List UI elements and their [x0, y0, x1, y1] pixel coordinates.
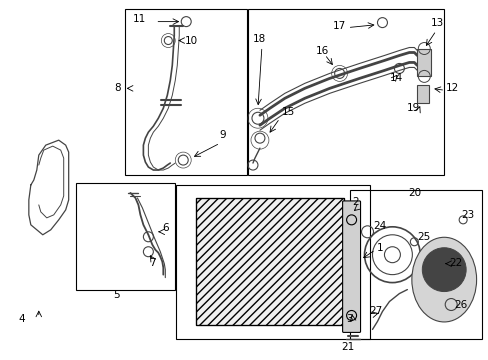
- Text: 9: 9: [219, 130, 225, 140]
- Text: 7: 7: [149, 258, 155, 268]
- Bar: [125, 9, 246, 175]
- Text: 10: 10: [185, 36, 198, 46]
- Text: 3: 3: [346, 314, 352, 324]
- Text: 24: 24: [373, 221, 386, 231]
- Bar: [176, 185, 369, 339]
- Text: 13: 13: [430, 18, 444, 28]
- Ellipse shape: [411, 237, 476, 322]
- Bar: [196, 198, 343, 325]
- Text: 26: 26: [453, 300, 467, 310]
- Bar: [416, 85, 428, 103]
- Text: 5: 5: [113, 289, 120, 300]
- Text: 8: 8: [114, 84, 121, 93]
- Text: 11: 11: [132, 14, 145, 24]
- Text: 17: 17: [332, 21, 345, 31]
- Text: 22: 22: [448, 258, 462, 268]
- Bar: [76, 183, 175, 289]
- Text: 4: 4: [19, 314, 25, 324]
- Text: 1: 1: [376, 243, 382, 253]
- Bar: [196, 198, 343, 325]
- Text: 27: 27: [369, 306, 382, 316]
- Bar: [349, 190, 481, 339]
- Text: 14: 14: [388, 73, 402, 84]
- Text: 6: 6: [162, 223, 168, 233]
- Text: 15: 15: [281, 107, 294, 117]
- Text: 20: 20: [407, 188, 420, 198]
- FancyBboxPatch shape: [342, 201, 360, 332]
- Bar: [247, 9, 443, 175]
- Text: 25: 25: [416, 232, 430, 242]
- Text: 23: 23: [460, 210, 473, 220]
- Text: 16: 16: [315, 45, 328, 55]
- Text: 12: 12: [446, 84, 459, 93]
- Text: 21: 21: [340, 342, 353, 352]
- Bar: [416, 49, 430, 76]
- Text: 19: 19: [406, 103, 419, 113]
- Circle shape: [422, 248, 465, 292]
- Text: 2: 2: [351, 197, 358, 207]
- Text: 18: 18: [252, 33, 265, 44]
